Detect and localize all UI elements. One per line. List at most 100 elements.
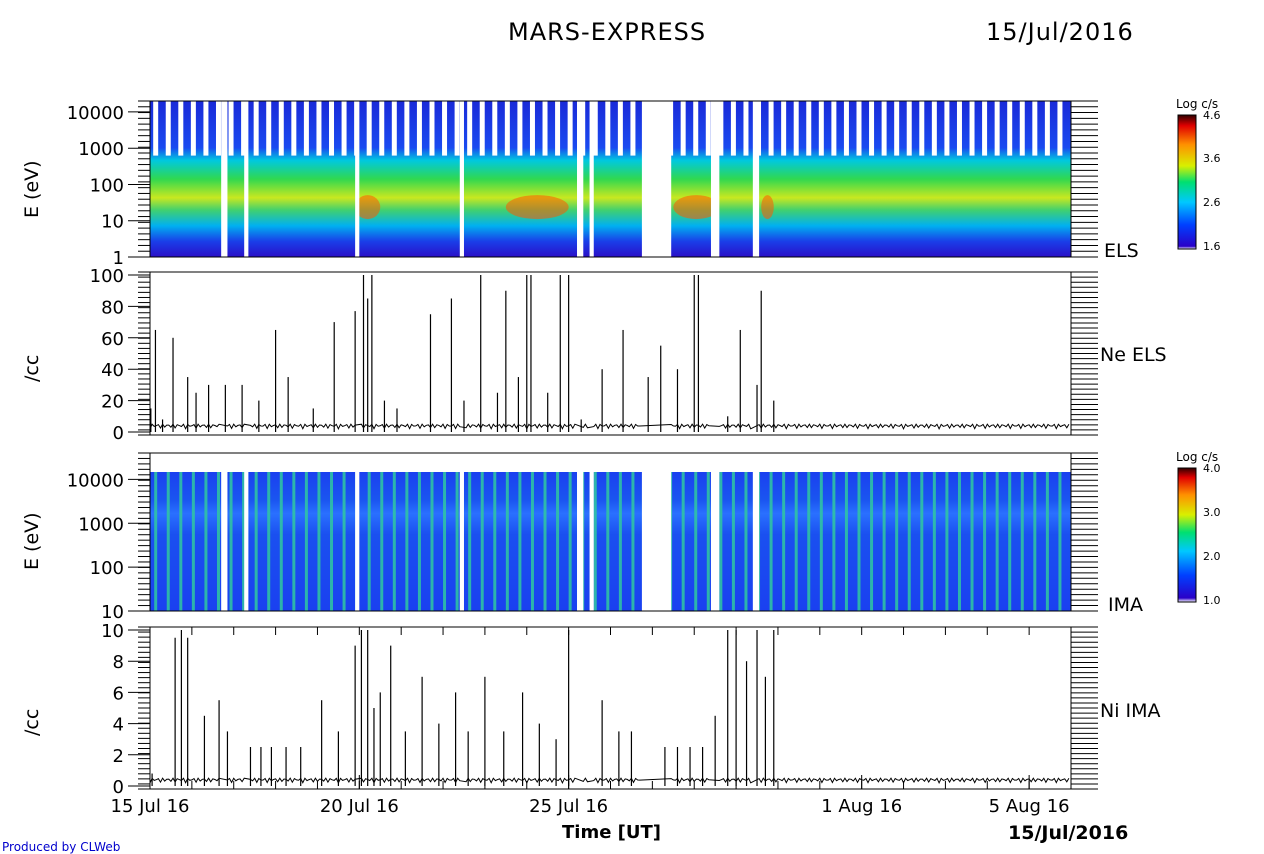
ima-orbit-stripe: [254, 472, 258, 611]
ima-orbit-stripe: [204, 472, 208, 611]
ima-orbit-stripe: [706, 472, 710, 611]
ima-orbit-stripe: [744, 472, 748, 611]
els-orbit-gap: [1057, 101, 1063, 156]
ima-orbit-stripe: [568, 472, 572, 611]
els-orbit-gap: [605, 101, 611, 156]
ima-spectrogram: 10000 1000 100 10: [67, 452, 1098, 623]
ima-orbit-stripe: [945, 472, 949, 611]
els-data-gap: [355, 101, 360, 257]
colorbar-2-tick: 1.0: [1203, 594, 1221, 607]
ima-orbit-stripe: [417, 472, 421, 611]
ima-orbit-stripe: [468, 472, 472, 611]
els-orbit-gap: [429, 101, 435, 156]
ima-orbit-stripe: [593, 472, 597, 611]
ima-orbit-stripe: [957, 472, 961, 611]
els-ytick-label: 1: [113, 248, 124, 269]
ima-orbit-stripe: [330, 472, 334, 611]
els-orbit-gap: [994, 101, 1000, 156]
ytick-label: 0: [113, 423, 124, 444]
els-orbit-gap: [266, 101, 272, 156]
els-orbit-gap: [567, 101, 573, 156]
els-orbit-gap: [944, 101, 950, 156]
ima-orbit-stripe: [455, 472, 459, 611]
els-orbit-gap: [617, 101, 623, 156]
colorbar-1-tick: 4.6: [1203, 109, 1221, 122]
els-orbit-gap: [969, 101, 975, 156]
els-orbit-gap: [1032, 101, 1038, 156]
els-background: [150, 101, 1071, 257]
els-orbit-gap: [190, 101, 196, 156]
ima-orbit-stripe: [870, 472, 874, 611]
els-orbit-gap: [329, 101, 335, 156]
els-orbit-gap: [1019, 101, 1025, 156]
ytick-label: 100: [90, 266, 124, 287]
els-orbit-gap: [919, 101, 925, 156]
ima-orbit-stripe: [832, 472, 836, 611]
ima-orbit-stripe: [556, 472, 560, 611]
ima-orbit-stripe: [304, 472, 308, 611]
els-data-gap: [221, 101, 228, 257]
xtick-label: 20 Jul 16: [320, 796, 399, 817]
ima-orbit-stripe: [907, 472, 911, 611]
ima-orbit-stripe: [367, 472, 371, 611]
colorbar-2-tick: 3.0: [1203, 506, 1221, 519]
els-orbit-gap: [529, 101, 535, 156]
colorbar-1: [1177, 114, 1197, 250]
els-orbit-gap: [806, 101, 812, 156]
mission-title: MARS-EXPRESS: [508, 18, 707, 46]
ima-orbit-stripe: [530, 472, 534, 611]
ima-ytick-label: 100: [90, 558, 124, 579]
ytick-label: 6: [113, 683, 124, 704]
els-orbit-gap: [718, 101, 724, 156]
els-data-gap: [577, 101, 584, 257]
xtick-label: 25 Jul 16: [529, 796, 608, 817]
els-orbit-gap: [555, 101, 561, 156]
colorbar-1-title: Log c/s: [1176, 97, 1219, 111]
els-orbit-gap: [843, 101, 849, 156]
ne-panel-label: Ne ELS: [1100, 344, 1167, 366]
els-orbit-gap: [881, 101, 887, 156]
els-orbit-gap: [680, 101, 686, 156]
ima-orbit-stripe: [970, 472, 974, 611]
ima-orbit-stripe: [518, 472, 522, 611]
ytick-label: 20: [101, 392, 124, 413]
els-panel-label: ELS: [1104, 240, 1139, 262]
els-data-gap: [459, 101, 464, 257]
els-data-gap: [710, 101, 720, 257]
ima-data-gap: [641, 472, 672, 611]
colorbar-1-tick: 3.6: [1203, 152, 1221, 165]
ima-orbit-stripe: [292, 472, 296, 611]
ima-ytick-label: 10000: [67, 470, 124, 491]
els-orbit-gap: [416, 101, 422, 156]
ima-orbit-stripe: [631, 472, 635, 611]
els-orbit-gap: [291, 101, 297, 156]
ima-orbit-stripe: [618, 472, 622, 611]
els-orbit-gap: [856, 101, 862, 156]
ima-data-gap: [752, 472, 760, 611]
ima-orbit-stripe: [430, 472, 434, 611]
els-orbit-gap: [592, 101, 598, 156]
ima-data-gap: [577, 472, 584, 611]
produced-by-credit: Produced by CLWeb: [2, 840, 121, 854]
els-orbit-gap: [442, 101, 448, 156]
colorbars: [1177, 114, 1197, 603]
els-intense-region: [355, 195, 381, 220]
ni-panel-label: Ni IMA: [1100, 700, 1161, 722]
ytick-label: 4: [113, 715, 124, 736]
els-orbit-gap: [906, 101, 912, 156]
els-orbit-gap: [504, 101, 510, 156]
els-ytick-label: 10000: [67, 103, 124, 124]
ima-data-gap: [589, 472, 594, 611]
ima-orbit-stripe: [1058, 472, 1062, 611]
els-orbit-gap: [869, 101, 875, 156]
els-orbit-gap: [492, 101, 498, 156]
els-intense-region: [761, 195, 774, 220]
ima-orbit-stripe: [995, 472, 999, 611]
ima-orbit-stripe: [179, 472, 183, 611]
ima-orbit-stripe: [882, 472, 886, 611]
ima-orbit-stripe: [1008, 472, 1012, 611]
ima-orbit-stripe: [166, 472, 170, 611]
ima-orbit-stripe: [681, 472, 685, 611]
els-ytick-label: 100: [90, 175, 124, 196]
